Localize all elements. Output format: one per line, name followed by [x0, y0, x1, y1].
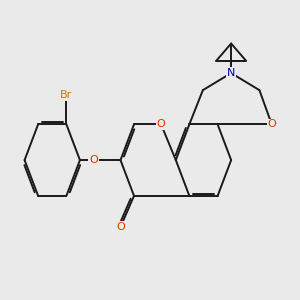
- Text: O: O: [157, 119, 165, 129]
- Text: Br: Br: [60, 90, 73, 100]
- Text: O: O: [116, 222, 125, 232]
- Text: O: O: [267, 119, 276, 129]
- Text: O: O: [89, 155, 98, 165]
- Text: N: N: [227, 68, 235, 78]
